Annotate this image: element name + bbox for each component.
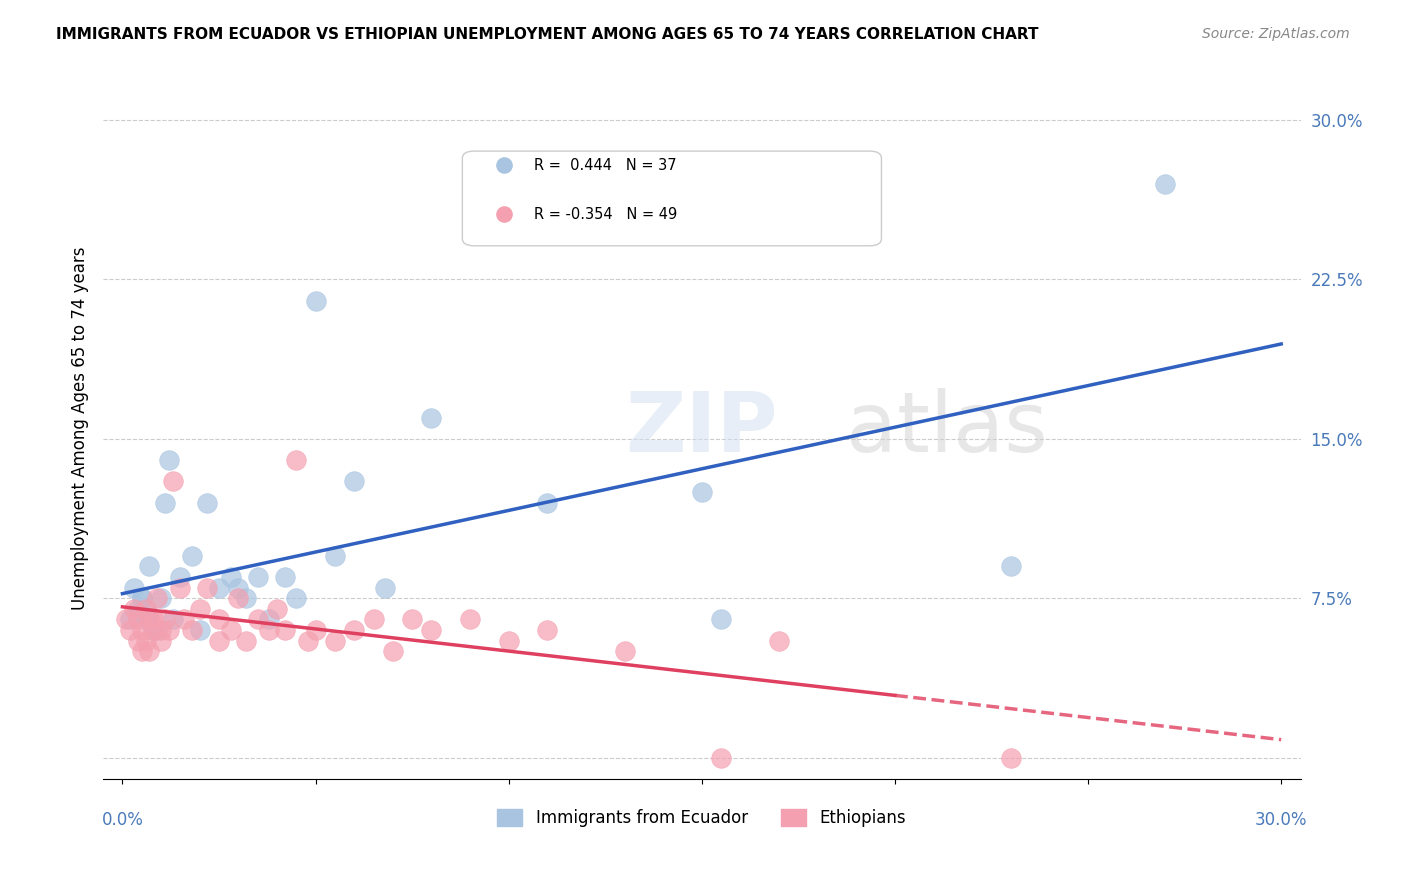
Point bbox=[157, 623, 180, 637]
Point bbox=[142, 623, 165, 637]
Point bbox=[142, 612, 165, 626]
Point bbox=[273, 570, 295, 584]
Point bbox=[153, 612, 176, 626]
Point bbox=[219, 623, 242, 637]
Point bbox=[122, 602, 145, 616]
Point bbox=[1154, 177, 1177, 191]
Text: Source: ZipAtlas.com: Source: ZipAtlas.com bbox=[1202, 27, 1350, 41]
Point bbox=[135, 602, 157, 616]
Point bbox=[458, 612, 481, 626]
Point bbox=[122, 581, 145, 595]
Point bbox=[304, 623, 326, 637]
Point bbox=[188, 602, 211, 616]
Point bbox=[138, 644, 160, 658]
Point bbox=[374, 581, 396, 595]
Point bbox=[613, 644, 636, 658]
Point bbox=[228, 581, 250, 595]
Point bbox=[208, 633, 231, 648]
Point bbox=[120, 623, 142, 637]
Point bbox=[181, 549, 204, 563]
Point bbox=[146, 623, 169, 637]
Text: atlas: atlas bbox=[845, 388, 1047, 468]
Point bbox=[228, 591, 250, 606]
Point bbox=[162, 612, 184, 626]
Point bbox=[173, 612, 195, 626]
Text: 30.0%: 30.0% bbox=[1256, 811, 1308, 829]
Point bbox=[115, 612, 138, 626]
Point bbox=[188, 623, 211, 637]
Point bbox=[246, 612, 269, 626]
Point bbox=[127, 612, 149, 626]
Point bbox=[157, 453, 180, 467]
Text: ZIP: ZIP bbox=[626, 388, 778, 468]
Point bbox=[768, 633, 790, 648]
Point bbox=[138, 612, 160, 626]
Text: IMMIGRANTS FROM ECUADOR VS ETHIOPIAN UNEMPLOYMENT AMONG AGES 65 TO 74 YEARS CORR: IMMIGRANTS FROM ECUADOR VS ETHIOPIAN UNE… bbox=[56, 27, 1039, 42]
Point bbox=[235, 591, 257, 606]
Point bbox=[197, 495, 219, 509]
Point bbox=[363, 612, 385, 626]
Point bbox=[343, 475, 366, 489]
Point bbox=[131, 591, 153, 606]
Point bbox=[381, 644, 404, 658]
Point bbox=[150, 591, 173, 606]
Text: R =  0.444   N = 37: R = 0.444 N = 37 bbox=[534, 158, 676, 173]
Point bbox=[536, 623, 558, 637]
Point bbox=[131, 591, 153, 606]
Point bbox=[208, 612, 231, 626]
Point bbox=[297, 633, 319, 648]
Text: R = -0.354   N = 49: R = -0.354 N = 49 bbox=[534, 207, 678, 222]
Point bbox=[420, 410, 443, 425]
Point bbox=[135, 602, 157, 616]
Y-axis label: Unemployment Among Ages 65 to 74 years: Unemployment Among Ages 65 to 74 years bbox=[72, 246, 89, 610]
Point bbox=[273, 623, 295, 637]
Point bbox=[150, 623, 173, 637]
Point bbox=[690, 485, 713, 500]
Legend: Immigrants from Ecuador, Ethiopians: Immigrants from Ecuador, Ethiopians bbox=[491, 802, 912, 834]
Point bbox=[153, 495, 176, 509]
Point bbox=[710, 612, 733, 626]
Point bbox=[323, 633, 346, 648]
Point bbox=[208, 581, 231, 595]
Point bbox=[146, 591, 169, 606]
Point bbox=[1000, 559, 1022, 574]
Point bbox=[120, 612, 142, 626]
Point bbox=[257, 623, 280, 637]
Point bbox=[197, 581, 219, 595]
Point bbox=[181, 623, 204, 637]
Point bbox=[257, 612, 280, 626]
Point bbox=[127, 633, 149, 648]
Point bbox=[323, 549, 346, 563]
Point bbox=[138, 612, 160, 626]
Point bbox=[266, 602, 288, 616]
Point bbox=[138, 559, 160, 574]
FancyBboxPatch shape bbox=[463, 151, 882, 246]
Point bbox=[304, 293, 326, 308]
Point bbox=[219, 570, 242, 584]
Point bbox=[285, 453, 308, 467]
Point bbox=[127, 602, 149, 616]
Point bbox=[235, 633, 257, 648]
Text: 0.0%: 0.0% bbox=[101, 811, 143, 829]
Point bbox=[131, 623, 153, 637]
Point bbox=[169, 581, 191, 595]
Point bbox=[135, 612, 157, 626]
Point bbox=[246, 570, 269, 584]
Point bbox=[401, 612, 423, 626]
Point bbox=[162, 475, 184, 489]
Point bbox=[420, 623, 443, 637]
Point bbox=[131, 644, 153, 658]
Point bbox=[710, 750, 733, 764]
Point bbox=[1000, 750, 1022, 764]
Point bbox=[536, 495, 558, 509]
Point bbox=[169, 570, 191, 584]
Point bbox=[285, 591, 308, 606]
Point bbox=[150, 633, 173, 648]
Point bbox=[142, 623, 165, 637]
Point bbox=[498, 633, 520, 648]
Point bbox=[343, 623, 366, 637]
Point bbox=[135, 633, 157, 648]
